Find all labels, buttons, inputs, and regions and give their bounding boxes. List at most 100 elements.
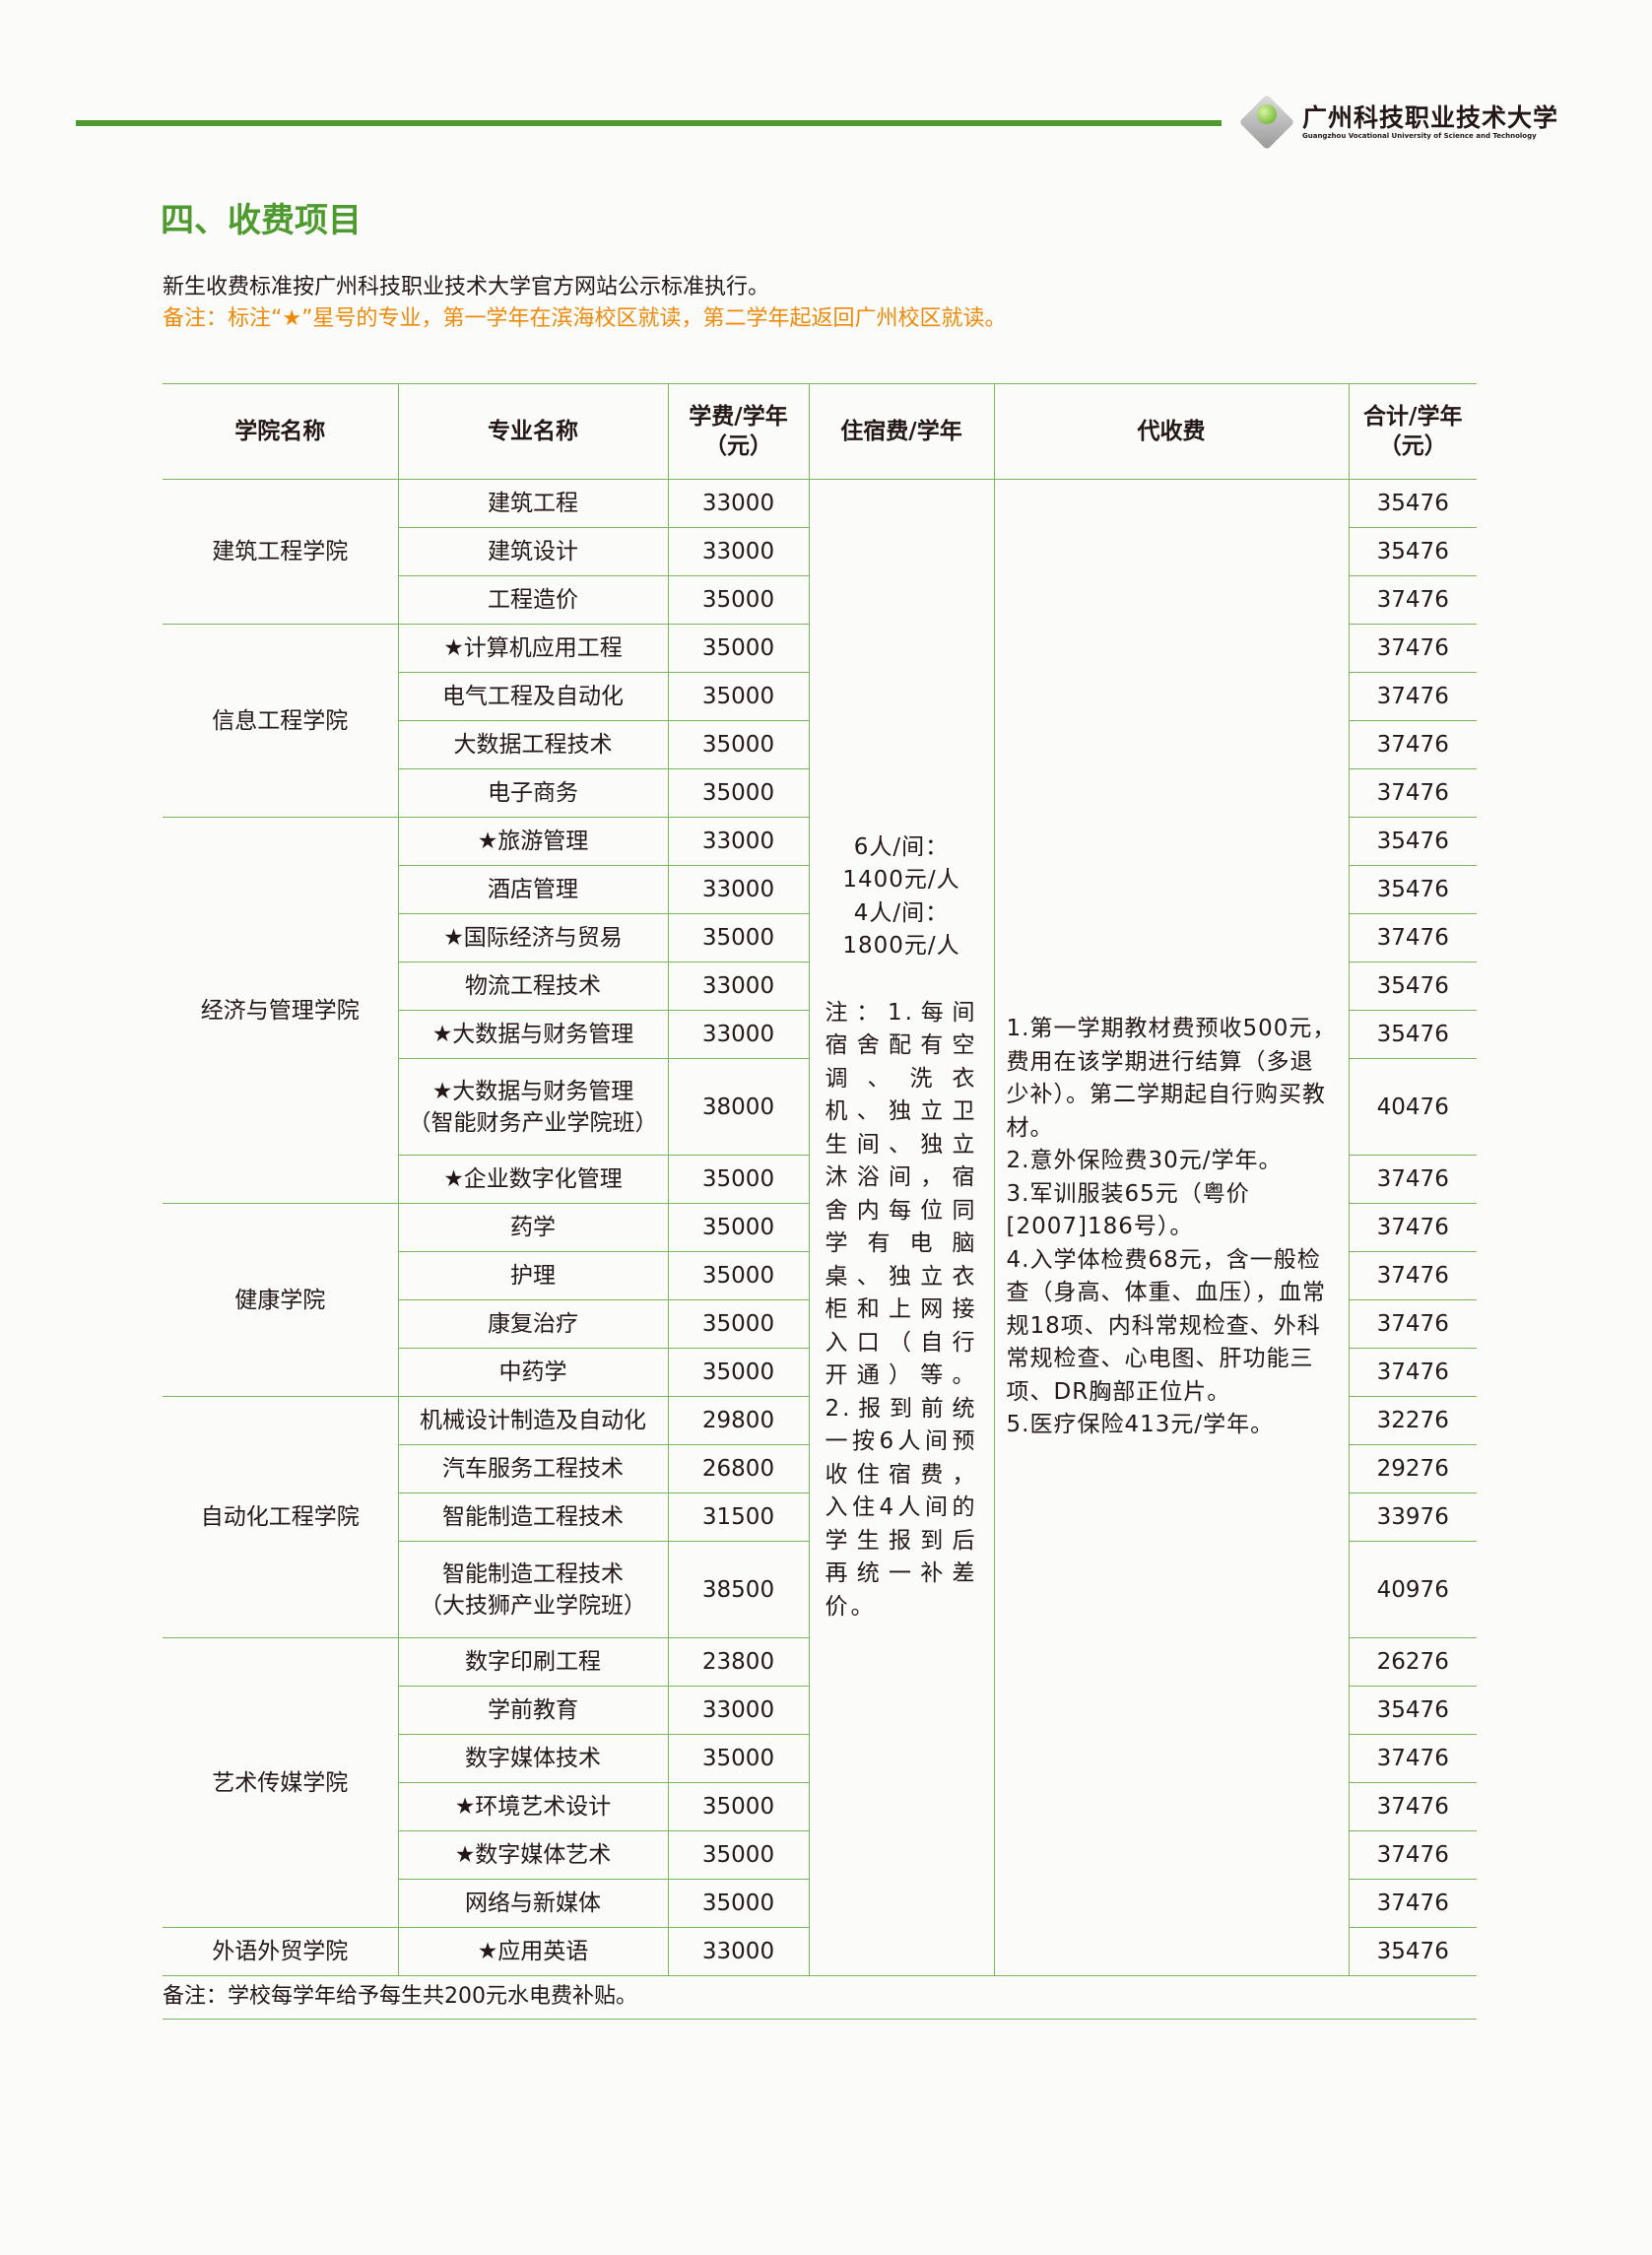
total-fee: 37476 bbox=[1348, 768, 1477, 818]
college-name: 建筑工程学院 bbox=[163, 479, 399, 625]
agency-fee-item: 3.军训服装65元（粤价[2007]186号）。 bbox=[1006, 1180, 1250, 1240]
total-fee: 35476 bbox=[1348, 1686, 1477, 1735]
major-name: 机械设计制造及自动化 bbox=[397, 1396, 669, 1445]
total-fee: 37476 bbox=[1348, 1299, 1477, 1349]
logo-emblem-icon bbox=[1238, 94, 1295, 151]
major-name: ★计算机应用工程 bbox=[397, 624, 669, 673]
total-fee: 37476 bbox=[1348, 1203, 1477, 1252]
table-row: 网络与新媒体 35000 37476 bbox=[163, 1879, 1477, 1928]
table-row: 大数据工程技术 35000 37476 bbox=[163, 720, 1477, 769]
agency-fee-item: 1.第一学期教材费预收500元，费用在该学期进行结算（多退少补）。第二学期起自行… bbox=[1006, 1016, 1337, 1141]
footnote: 备注：学校每学年给予每生共200元水电费补贴。 bbox=[163, 1980, 1477, 2020]
tuition-fee: 35000 bbox=[667, 1251, 810, 1300]
college-name: 经济与管理学院 bbox=[163, 817, 399, 1204]
fee-table: 学院名称 专业名称 学费/学年（元） 住宿费/学年 代收费 合计/学年（元） 建筑工程学院… bbox=[163, 383, 1477, 1976]
total-fee: 37476 bbox=[1348, 1782, 1477, 1831]
logo-name-cn: 广州科技职业技术大学 bbox=[1302, 103, 1559, 132]
major-name: 学前教育 bbox=[398, 1686, 669, 1735]
major-name: 网络与新媒体 bbox=[398, 1879, 669, 1928]
total-fee: 37476 bbox=[1348, 575, 1477, 625]
major-name: 康复治疗 bbox=[398, 1299, 669, 1349]
table-row: 智能制造工程技术 31500 33976 bbox=[163, 1492, 1477, 1542]
table-row: 智能制造工程技术 （大技狮产业学院班） 38500 40976 bbox=[163, 1541, 1477, 1638]
tuition-fee: 35000 bbox=[667, 1299, 810, 1349]
major-name: 药学 bbox=[397, 1203, 669, 1252]
total-fee: 37476 bbox=[1348, 1348, 1477, 1397]
section-title: 四、收费项目 bbox=[161, 201, 362, 240]
major-name: 物流工程技术 bbox=[398, 962, 669, 1011]
total-fee: 29276 bbox=[1348, 1444, 1477, 1493]
major-name: 酒店管理 bbox=[398, 865, 669, 914]
table-row: 建筑设计 33000 35476 bbox=[163, 527, 1477, 576]
tuition-fee: 33000 bbox=[667, 479, 810, 528]
table-row: 自动化工程学院 机械设计制造及自动化 29800 32276 bbox=[163, 1396, 1477, 1638]
total-fee: 40476 bbox=[1348, 1058, 1477, 1156]
total-fee: 35476 bbox=[1348, 865, 1477, 914]
total-fee: 35476 bbox=[1348, 817, 1477, 866]
table-row: 数字媒体技术 35000 37476 bbox=[163, 1734, 1477, 1783]
major-name: 智能制造工程技术 （大技狮产业学院班） bbox=[398, 1541, 669, 1638]
table-row: 学前教育 33000 35476 bbox=[163, 1686, 1477, 1735]
column-header: 专业名称 bbox=[397, 383, 669, 480]
major-name: ★国际经济与贸易 bbox=[398, 913, 669, 962]
college-name: 信息工程学院 bbox=[163, 624, 399, 818]
agency-fee-item: 4.入学体检费68元，含一般检查（身高、体重、血压），血常规18项、内科常规检查… bbox=[1006, 1246, 1326, 1405]
total-fee: 35476 bbox=[1348, 1927, 1477, 1976]
tuition-fee: 35000 bbox=[667, 672, 810, 721]
table-row: 工程造价 35000 37476 bbox=[163, 575, 1477, 625]
intro-block: 新生收费标准按广州科技职业技术大学官方网站公示标准执行。 备注：标注“★”星号的… bbox=[163, 272, 1007, 335]
major-name: ★大数据与财务管理 bbox=[398, 1010, 669, 1059]
column-header: 合计/学年（元） bbox=[1348, 383, 1477, 480]
logo-name-en: Guangzhou Vocational University of Scien… bbox=[1302, 132, 1537, 140]
total-fee: 35476 bbox=[1348, 1010, 1477, 1059]
total-fee: 37476 bbox=[1348, 913, 1477, 962]
table-row: 酒店管理 33000 35476 bbox=[163, 865, 1477, 914]
major-name: ★企业数字化管理 bbox=[398, 1155, 669, 1204]
tuition-fee: 31500 bbox=[667, 1492, 810, 1542]
tuition-fee: 23800 bbox=[667, 1637, 810, 1687]
table-row: 建筑工程学院 建筑工程 33000 6人/间：1400元/人 4人/间：1800元/人注… bbox=[163, 479, 1477, 1976]
dorm-fee-4: 4人/间：1800元/人 bbox=[842, 899, 960, 960]
tuition-fee: 35000 bbox=[667, 913, 810, 962]
table-row: ★大数据与财务管理 （智能财务产业学院班） 38000 40476 bbox=[163, 1058, 1477, 1156]
tuition-fee: 33000 bbox=[667, 1927, 810, 1976]
total-fee: 37476 bbox=[1348, 1830, 1477, 1880]
header-rule bbox=[76, 120, 1222, 126]
table-row: 外语外贸学院 ★应用英语 33000 35476 bbox=[163, 1927, 1477, 1976]
column-header: 学费/学年（元） bbox=[667, 383, 810, 480]
total-fee: 32276 bbox=[1348, 1396, 1477, 1445]
major-name: 数字媒体技术 bbox=[398, 1734, 669, 1783]
tuition-fee: 38000 bbox=[667, 1058, 810, 1156]
intro-text: 新生收费标准按广州科技职业技术大学官方网站公示标准执行。 bbox=[163, 275, 770, 299]
tuition-fee: 35000 bbox=[667, 1155, 810, 1204]
total-fee: 37476 bbox=[1348, 1251, 1477, 1300]
total-fee: 37476 bbox=[1348, 1879, 1477, 1928]
major-name: 电气工程及自动化 bbox=[398, 672, 669, 721]
total-fee: 37476 bbox=[1348, 672, 1477, 721]
total-fee: 37476 bbox=[1348, 1155, 1477, 1204]
major-name: 大数据工程技术 bbox=[398, 720, 669, 769]
tuition-fee: 26800 bbox=[667, 1444, 810, 1493]
column-header: 住宿费/学年 bbox=[808, 383, 995, 480]
campus-note: 备注：标注“★”星号的专业，第一学年在滨海校区就读，第二学年起返回广州校区就读。 bbox=[163, 306, 1007, 331]
tuition-fee: 33000 bbox=[667, 962, 810, 1011]
table-row: 物流工程技术 33000 35476 bbox=[163, 962, 1477, 1011]
tuition-fee: 35000 bbox=[667, 624, 810, 673]
total-fee: 26276 bbox=[1348, 1637, 1477, 1687]
total-fee: 35476 bbox=[1348, 962, 1477, 1011]
tuition-fee: 35000 bbox=[667, 1203, 810, 1252]
college-name: 健康学院 bbox=[163, 1203, 399, 1397]
major-name: ★旅游管理 bbox=[397, 817, 669, 866]
tuition-fee: 33000 bbox=[667, 817, 810, 866]
college-name: 自动化工程学院 bbox=[163, 1396, 399, 1638]
major-name: 护理 bbox=[398, 1251, 669, 1300]
tuition-fee: 35000 bbox=[667, 1830, 810, 1880]
dorm-notes: 注：1.每间宿舍配有空调、洗衣机、独立卫生间、独立沐浴间，宿舍内每位同学有电脑桌… bbox=[825, 999, 978, 1620]
total-fee: 37476 bbox=[1348, 720, 1477, 769]
table-row: 经济与管理学院 ★旅游管理 33000 35476 bbox=[163, 817, 1477, 1204]
table-row: 电气工程及自动化 35000 37476 bbox=[163, 672, 1477, 721]
tuition-fee: 35000 bbox=[667, 1348, 810, 1397]
college-name: 艺术传媒学院 bbox=[163, 1637, 399, 1928]
dorm-fee-cell: 6人/间：1400元/人 4人/间：1800元/人 注：1.每间宿舍配有空调、洗衣机… bbox=[808, 479, 995, 1976]
total-fee: 40976 bbox=[1348, 1541, 1477, 1638]
